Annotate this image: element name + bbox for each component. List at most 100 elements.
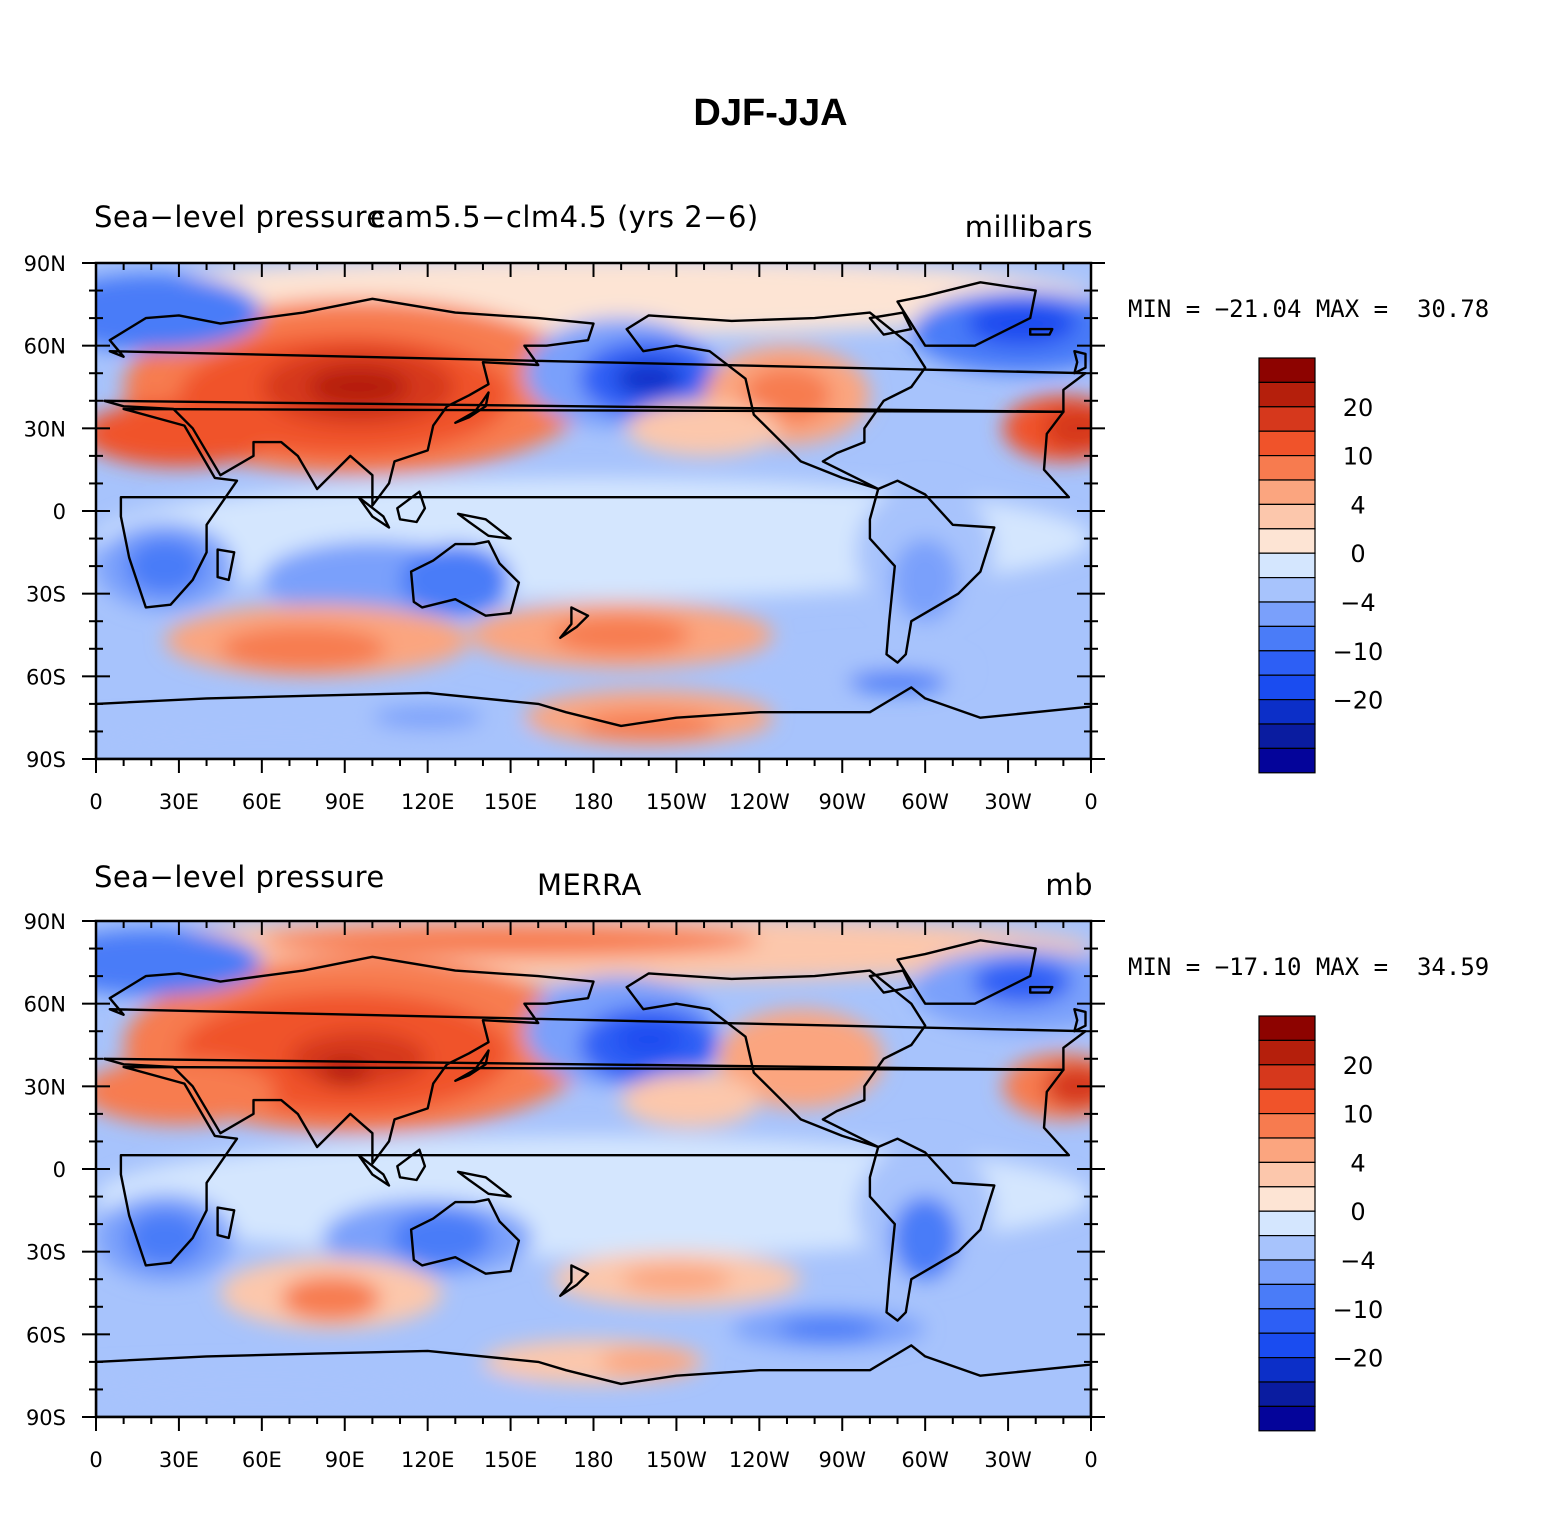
coastline-eurasia (103, 955, 1087, 1165)
coastline-samerica (868, 479, 996, 664)
contour-region (621, 1265, 732, 1293)
x-tick-label: 30E (159, 1448, 199, 1472)
coastline-africa (119, 1065, 1071, 1267)
contour-region (621, 1072, 760, 1128)
colorbar-swatch (1258, 1332, 1316, 1359)
x-tick-label: 90E (325, 1448, 365, 1472)
min-max-readout: MIN = −17.10 MAX = 34.59 (1128, 953, 1490, 981)
coastline-australia (409, 1198, 521, 1275)
contour-region (96, 274, 262, 352)
contour-region (400, 544, 511, 616)
contour-region (1044, 1064, 1091, 1109)
axis-ticks (82, 262, 1105, 773)
colorbar-swatch (1258, 1356, 1316, 1383)
coastline-japan (454, 391, 490, 424)
colorbar-label: 4 (1350, 491, 1365, 519)
colorbar-swatch (1258, 1186, 1316, 1212)
colorbar-label: 4 (1350, 1149, 1365, 1177)
contour-region (220, 626, 387, 671)
colorbar-label: 20 (1343, 1052, 1374, 1080)
colorbar-swatch (1258, 747, 1316, 774)
coastline-samerica (868, 1137, 996, 1322)
min-max-readout: MIN = −21.04 MAX = 30.78 (1128, 295, 1490, 323)
colorbar-swatch (1258, 1405, 1316, 1432)
contour-region (281, 1276, 381, 1321)
coastline-iceland (1029, 327, 1054, 336)
x-tick-label: 150E (484, 1448, 537, 1472)
colorbar-swatch (1258, 1112, 1316, 1139)
coastline-sumatra (357, 496, 391, 529)
contour-region (96, 400, 276, 467)
contour-region (126, 538, 204, 594)
colorbar-label: −4 (1340, 1247, 1375, 1275)
coastline-baffin (868, 969, 913, 994)
contour-region (579, 712, 718, 740)
coastline-newguinea (456, 1170, 512, 1198)
colorbar-label: −20 (1333, 687, 1384, 715)
x-tick-label: 90E (325, 790, 365, 814)
y-tick-label: 0 (53, 500, 66, 524)
x-tick-label: 120E (401, 790, 454, 814)
x-tick-label: 150W (646, 1448, 707, 1472)
coastline-borneo (396, 490, 427, 524)
contour-blobs (96, 921, 1091, 1412)
contour-region (261, 923, 760, 957)
coastline-madagascar (216, 1206, 236, 1240)
coastline-greenland (896, 281, 1037, 347)
colorbar-swatch (1258, 1039, 1316, 1066)
coastline-madagascar (216, 548, 236, 582)
y-tick-label: 90S (26, 1406, 66, 1430)
x-tick-label: 0 (1084, 790, 1097, 814)
colorbar-swatch (1258, 1234, 1316, 1261)
colorbar-swatch (1258, 1308, 1316, 1334)
contour-field (96, 263, 1091, 759)
colorbar-swatch (1258, 1064, 1316, 1090)
coastline-namerica (625, 969, 927, 1149)
colorbar-swatch (1258, 1137, 1316, 1163)
coastline-namerica (625, 311, 927, 491)
colorbar-label: −10 (1333, 1296, 1384, 1324)
colorbar-swatch (1258, 357, 1316, 383)
contour-region (892, 1196, 959, 1280)
contour-region (96, 1058, 276, 1125)
contour-region (615, 1022, 682, 1057)
map-panel-model: Sea−level pressure cam5.5−clm4.5 (yrs 2−… (24, 200, 1490, 814)
coastline-newguinea (456, 512, 512, 540)
x-tick-label: 60E (242, 1448, 282, 1472)
colorbar-swatch (1258, 1015, 1316, 1041)
x-tick-label: 60W (901, 1448, 949, 1472)
contour-region (626, 400, 782, 456)
y-tick-label: 30N (24, 417, 66, 441)
x-tick-label: 60W (901, 790, 949, 814)
coastline-nz (559, 606, 590, 639)
x-tick-label: 30E (159, 790, 199, 814)
contour-region (615, 362, 682, 396)
contour-region (96, 720, 539, 754)
colorbar-swatch (1258, 1161, 1316, 1188)
colorbar-swatch (1258, 1283, 1316, 1310)
x-tick-label: 0 (1084, 1448, 1097, 1472)
colorbar-label: 20 (1343, 394, 1374, 422)
coastline-australia (409, 540, 521, 617)
x-tick-label: 150E (484, 790, 537, 814)
contour-region (96, 929, 262, 996)
colorbar: 20 10 4 0 −4 −10 −20 (1258, 357, 1384, 774)
coastline-uk (1073, 1008, 1087, 1033)
y-tick-label: 60N (24, 993, 66, 1017)
x-tick-label: 120W (729, 1448, 790, 1472)
colorbar-label: 10 (1343, 443, 1374, 471)
contour-region (126, 1210, 204, 1266)
x-tick-label: 150W (646, 790, 707, 814)
panel-left-label: Sea−level pressure (94, 860, 385, 894)
y-tick-label: 30N (24, 1075, 66, 1099)
contour-region (892, 538, 959, 622)
coastline-greenland (896, 939, 1037, 1005)
colorbar-label: −10 (1333, 638, 1384, 666)
colorbar-swatch (1258, 503, 1316, 530)
panel-center-label: MERRA (537, 868, 642, 902)
coastline-baffin (868, 311, 913, 336)
y-tick-label: 60N (24, 335, 66, 359)
colorbar-label: 10 (1343, 1101, 1374, 1129)
contour-region (1044, 406, 1091, 451)
x-tick-label: 60E (242, 790, 282, 814)
